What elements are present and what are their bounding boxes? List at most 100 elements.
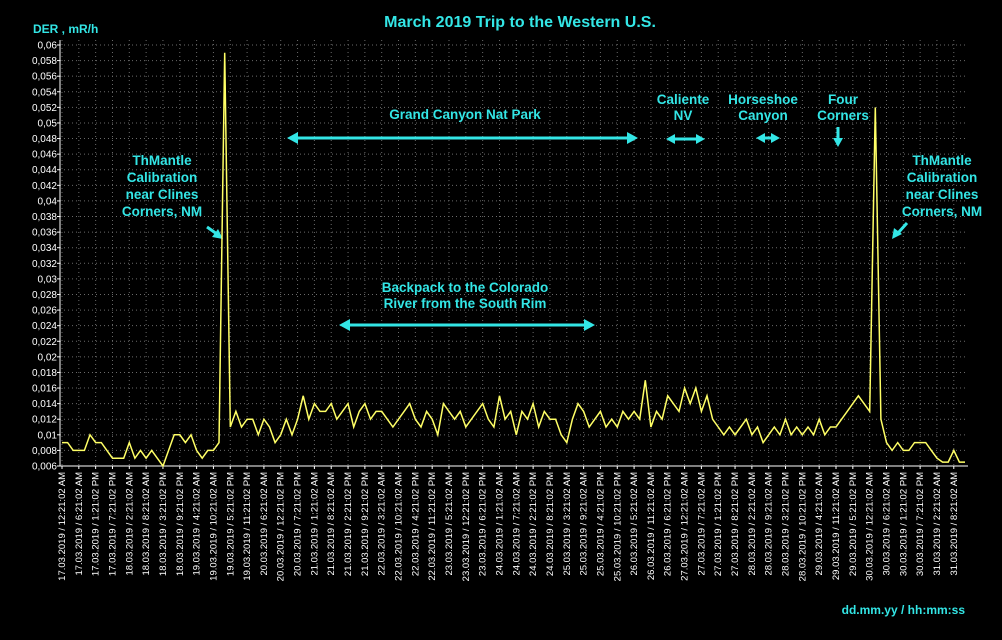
y-tick-label: 0,05 bbox=[38, 118, 58, 129]
x-tick-label: 18.03.2019 / 9:21:02 PM bbox=[175, 472, 186, 576]
y-tick-label: 0,014 bbox=[32, 399, 57, 410]
x-tick-label: 22.03.2019 / 10:21:02 AM bbox=[394, 472, 405, 581]
y-tick-label: 0,01 bbox=[38, 430, 58, 441]
x-tick-label: 29.03.2019 / 11:21:02 AM bbox=[831, 472, 842, 580]
arrow-head bbox=[339, 319, 350, 331]
arrow-head bbox=[696, 134, 705, 144]
y-tick-label: 0,052 bbox=[32, 103, 57, 114]
annotation: near Clines bbox=[126, 187, 199, 202]
grid bbox=[60, 40, 968, 467]
annotation-arrows bbox=[206, 127, 909, 331]
x-tick-label: 17.03.2019 / 1:21:02 PM bbox=[91, 472, 102, 576]
annotation: Corners, NM bbox=[902, 204, 982, 219]
y-tick-label: 0,018 bbox=[32, 368, 57, 379]
annotation: NV bbox=[674, 108, 693, 123]
y-tick-label: 0,054 bbox=[32, 87, 57, 98]
annotation: Caliente bbox=[657, 92, 710, 107]
x-tick-label: 22.03.2019 / 11:21:02 PM bbox=[427, 472, 438, 581]
arrow-head bbox=[756, 133, 765, 143]
y-tick-label: 0,038 bbox=[32, 212, 57, 223]
y-tick-label: 0,034 bbox=[32, 243, 57, 254]
x-tick-label: 22.03.2019 / 3:21:02 AM bbox=[377, 472, 388, 576]
y-tick-label: 0,032 bbox=[32, 259, 57, 270]
arrow-head bbox=[771, 133, 780, 143]
y-tick-label: 0,028 bbox=[32, 290, 57, 301]
x-tick-label: 24.03.2019 / 1:21:02 AM bbox=[494, 472, 505, 576]
y-tick-label: 0,03 bbox=[38, 274, 58, 285]
annotation: Calibration bbox=[127, 170, 198, 185]
x-tick-label: 30.03.2019 / 1:21:02 PM bbox=[898, 472, 909, 576]
y-tick-label: 0,026 bbox=[32, 306, 57, 317]
x-tick-label: 23.03.2019 / 5:21:02 AM bbox=[444, 472, 455, 576]
arrow-head bbox=[892, 228, 902, 239]
x-tick-label: 28.03.2019 / 2:21:02 AM bbox=[747, 472, 758, 576]
annotation: Corners, NM bbox=[122, 204, 202, 219]
arrow-head bbox=[287, 132, 298, 144]
y-tick-label: 0,024 bbox=[32, 321, 57, 332]
y-tick-label: 0,042 bbox=[32, 181, 57, 192]
x-tick-label: 19.03.2019 / 4:21:02 AM bbox=[192, 472, 203, 576]
arrow-head bbox=[833, 138, 843, 147]
annotation: River from the South Rim bbox=[384, 296, 547, 311]
annotation: Four bbox=[828, 92, 859, 107]
y-tick-label: 0,012 bbox=[32, 415, 57, 426]
arrow-head bbox=[627, 132, 638, 144]
y-tick-label: 0,022 bbox=[32, 337, 57, 348]
annotation: Backpack to the Colorado bbox=[382, 280, 549, 295]
y-tick-label: 0,058 bbox=[32, 56, 57, 67]
annotation: ThMantle bbox=[912, 153, 972, 168]
x-tick-label: 31.03.2019 / 2:21:02 AM bbox=[932, 472, 943, 576]
y-tick-label: 0,046 bbox=[32, 150, 57, 161]
x-tick-label: 17.03.2019 / 12:21:02 AM bbox=[57, 472, 68, 581]
x-tick-label: 29.03.2019 / 4:21:02 AM bbox=[814, 472, 825, 576]
x-tick-label: 25.03.2019 / 3:21:02 AM bbox=[562, 472, 573, 576]
x-tick-label: 28.03.2019 / 3:21:02 PM bbox=[781, 472, 792, 576]
y-tick-label: 0,02 bbox=[38, 352, 58, 363]
x-tick-label: 21.03.2019 / 1:21:02 AM bbox=[309, 472, 320, 576]
x-tick-label: 30.03.2019 / 12:21:02 AM bbox=[865, 472, 876, 581]
y-tick-label: 0,008 bbox=[32, 446, 57, 457]
x-tick-label: 20.03.2019 / 12:21:02 PM bbox=[276, 472, 287, 581]
x-axis-label: dd.mm.yy / hh:mm:ss bbox=[842, 603, 966, 617]
x-tick-label: 18.03.2019 / 3:21:02 PM bbox=[158, 472, 169, 576]
x-tick-label: 26.03.2019 / 11:21:02 AM bbox=[646, 472, 657, 580]
x-tick-label: 24.03.2019 / 8:21:02 PM bbox=[545, 472, 556, 576]
annotation: Canyon bbox=[738, 108, 788, 123]
x-tick-label: 25.03.2019 / 9:21:02 AM bbox=[579, 472, 590, 576]
x-tick-label: 19.03.2019 / 5:21:02 PM bbox=[225, 472, 236, 576]
x-tick-label: 28.03.2019 / 10:21:02 PM bbox=[797, 472, 808, 581]
annotation: ThMantle bbox=[132, 153, 192, 168]
x-tick-label: 28.03.2019 / 9:21:02 AM bbox=[764, 472, 775, 576]
y-axis-label: DER , mR/h bbox=[33, 22, 98, 36]
x-tick-label: 25.03.2019 / 4:21:02 PM bbox=[595, 472, 606, 576]
x-tick-label: 26.03.2019 / 5:21:02 AM bbox=[629, 472, 640, 576]
x-tick-label: 24.03.2019 / 7:21:02 AM bbox=[511, 472, 522, 576]
arrow-head bbox=[584, 319, 595, 331]
annotation: near Clines bbox=[906, 187, 979, 202]
x-tick-label: 31.03.2019 / 8:21:02 AM bbox=[949, 472, 960, 576]
y-tick-label: 0,036 bbox=[32, 228, 57, 239]
x-tick-label: 23.03.2019 / 12:21:02 PM bbox=[461, 472, 472, 581]
x-tick-label: 26.03.2019 / 6:21:02 PM bbox=[663, 472, 674, 576]
arrow bbox=[896, 221, 909, 235]
x-tick-label: 22.03.2019 / 4:21:02 PM bbox=[410, 472, 421, 576]
x-tick-label: 18.03.2019 / 8:21:02 AM bbox=[141, 472, 152, 576]
x-tick-label: 21.03.2019 / 8:21:02 AM bbox=[326, 472, 337, 576]
annotation: Corners bbox=[817, 108, 869, 123]
annotation: Grand Canyon Nat Park bbox=[389, 107, 541, 122]
x-tick-label: 30.03.2019 / 6:21:02 AM bbox=[881, 472, 892, 576]
x-tick-label: 24.03.2019 / 2:21:02 PM bbox=[528, 472, 539, 576]
x-tick-label: 19.03.2019 / 10:21:02 AM bbox=[208, 472, 219, 581]
x-tick-label: 27.03.2019 / 8:21:02 PM bbox=[730, 472, 741, 576]
y-tick-label: 0,048 bbox=[32, 134, 57, 145]
x-tick-label: 30.03.2019 / 7:21:02 PM bbox=[915, 472, 926, 576]
x-tick-label: 18.03.2019 / 2:21:02 AM bbox=[124, 472, 135, 576]
arrow-head bbox=[666, 134, 675, 144]
chart-title: March 2019 Trip to the Western U.S. bbox=[384, 14, 656, 31]
arrow-head bbox=[212, 229, 223, 239]
y-tick-label: 0,016 bbox=[32, 384, 57, 395]
x-tick-label: 21.03.2019 / 9:21:02 PM bbox=[360, 472, 371, 576]
x-tick-label: 27.03.2019 / 1:21:02 PM bbox=[713, 472, 724, 576]
